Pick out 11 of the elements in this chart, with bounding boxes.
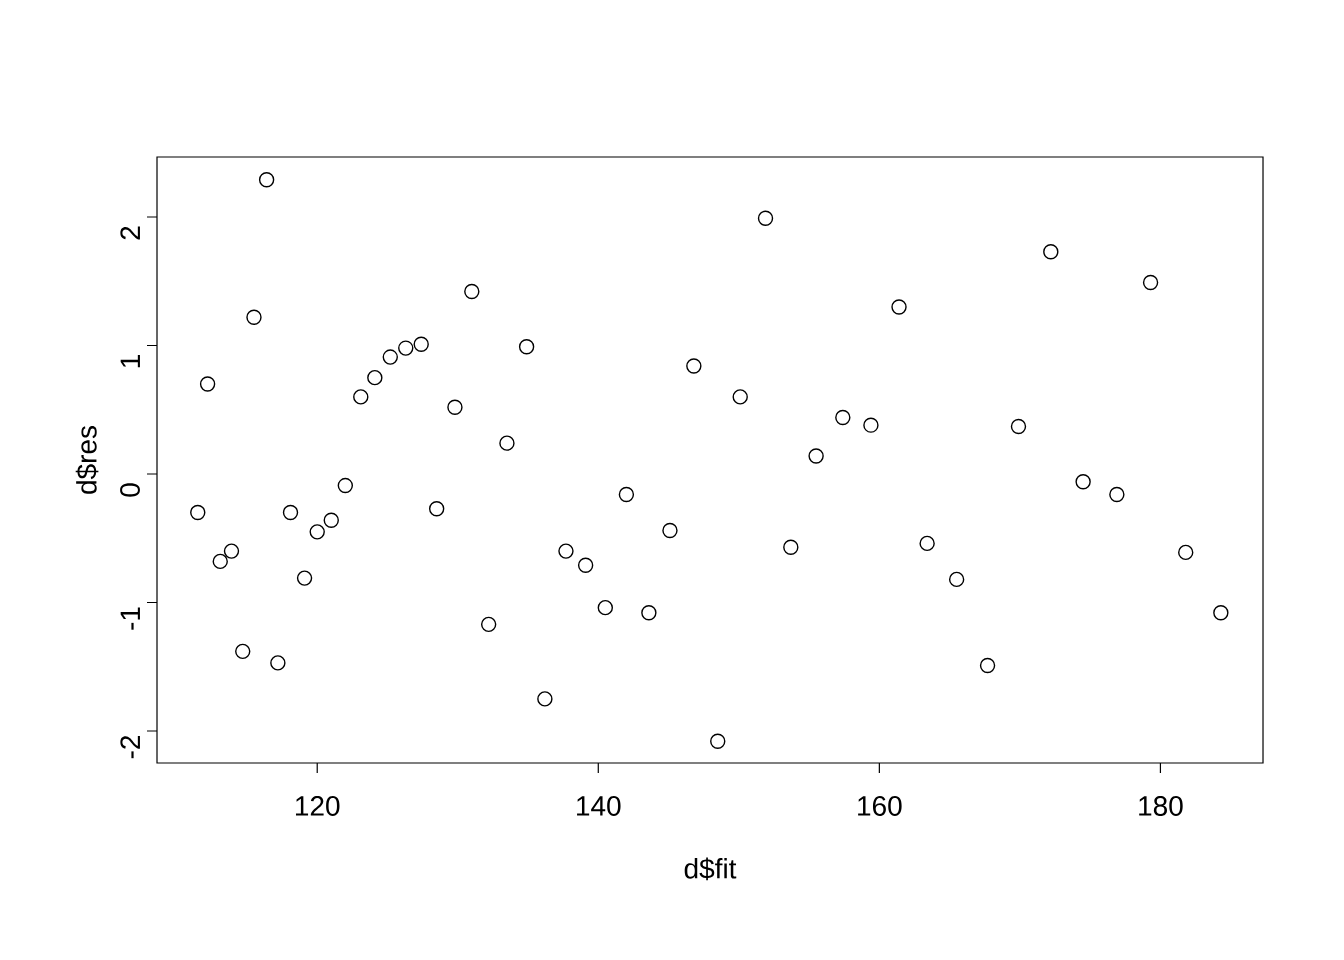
x-tick-label: 120 xyxy=(295,796,340,816)
y-tick-label: -1 xyxy=(120,607,140,630)
y-tick-label: 0 xyxy=(120,483,140,497)
y-axis-title: d$res xyxy=(75,426,99,494)
y-tick-label: 1 xyxy=(120,355,140,368)
x-tick-label: 180 xyxy=(1139,796,1183,816)
y-tick-label: -2 xyxy=(120,735,140,759)
x-tick-label: 160 xyxy=(858,796,902,816)
y-tick-label: 2 xyxy=(120,226,140,240)
x-tick-label: 140 xyxy=(577,796,621,816)
x-axis-title: d$fit xyxy=(684,857,737,881)
